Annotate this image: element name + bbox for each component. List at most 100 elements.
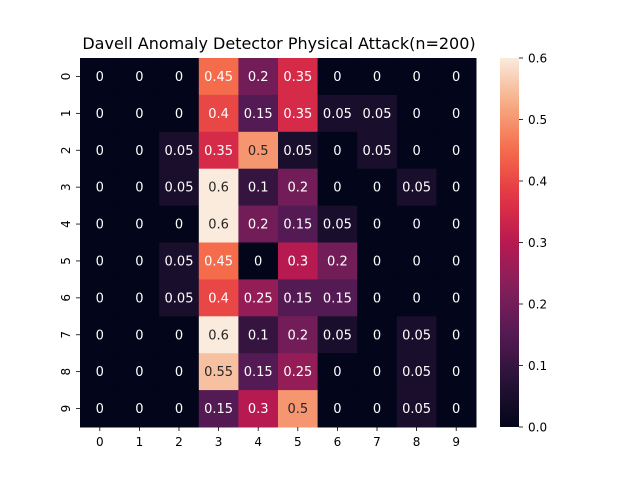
heatmap-cell — [238, 58, 279, 96]
heatmap-cell — [198, 94, 239, 133]
heatmap-cell — [357, 279, 398, 317]
heatmap-cell — [238, 94, 279, 133]
heatmap-cell — [159, 242, 200, 280]
heatmap-cell — [159, 353, 200, 391]
cell-label: 0 — [452, 365, 460, 380]
x-tick-label: 9 — [452, 435, 460, 449]
colorbar-tick-label: 0.6 — [528, 52, 547, 66]
cell-label: 0 — [254, 254, 262, 269]
cell-label: 0 — [412, 291, 420, 306]
heatmap-cell — [159, 168, 200, 207]
cell-label: 0.25 — [244, 291, 273, 306]
cell-label: 0 — [175, 218, 183, 233]
heatmap-cell — [198, 316, 239, 354]
heatmap-cell — [317, 94, 358, 133]
cell-label: 0.45 — [204, 254, 233, 269]
cell-label: 0 — [412, 254, 420, 269]
cell-label: 0.2 — [287, 181, 308, 196]
cell-label: 0 — [412, 107, 420, 122]
cell-label: 0.55 — [204, 365, 233, 380]
cell-label: 0.15 — [244, 107, 273, 122]
cell-label: 0.05 — [402, 181, 431, 196]
cell-label: 0 — [175, 365, 183, 380]
heatmap-cell — [198, 279, 239, 317]
heatmap-cell — [119, 353, 160, 391]
heatmap-cell — [436, 242, 477, 280]
heatmap-cell — [159, 131, 200, 170]
heatmap-cell — [198, 353, 239, 391]
cell-label: 0 — [333, 402, 341, 417]
heatmap-cell — [396, 316, 437, 354]
cell-label: 0.35 — [283, 107, 312, 122]
x-tick-label: 1 — [136, 435, 144, 449]
heatmap-cell — [436, 168, 477, 207]
colorbar: 0.0 0.1 0.2 0.3 0.4 0.5 0.6 — [500, 52, 547, 435]
x-tick-label: 8 — [413, 435, 421, 449]
colorbar-gradient — [500, 58, 519, 427]
colorbar-tick-label: 0.4 — [528, 175, 547, 189]
heatmap-cell — [357, 390, 398, 428]
heatmap-cell — [238, 205, 279, 243]
heatmap-cell — [317, 131, 358, 170]
cell-label: 0.25 — [283, 365, 312, 380]
cell-label: 0 — [96, 70, 104, 85]
y-tick-label: 5 — [59, 257, 73, 265]
x-tick-label: 5 — [294, 435, 302, 449]
heatmap-cell — [317, 279, 358, 317]
cell-label: 0 — [452, 291, 460, 306]
y-axis: 0 1 2 3 4 5 6 7 8 9 — [59, 73, 80, 412]
heatmap-cell — [357, 131, 398, 170]
heatmap-cell — [159, 390, 200, 428]
heatmap-cell — [396, 279, 437, 317]
heatmap-cell — [119, 316, 160, 354]
cell-label: 0.05 — [402, 328, 431, 343]
heatmap-cell — [278, 94, 319, 133]
heatmap-cell — [198, 390, 239, 428]
cell-label: 0.2 — [248, 70, 269, 85]
cell-label: 0 — [96, 107, 104, 122]
cell-label: 0 — [412, 218, 420, 233]
heatmap-cell — [357, 353, 398, 391]
cell-label: 0.05 — [323, 218, 352, 233]
heatmap-cell — [396, 131, 437, 170]
cell-label: 0.15 — [244, 365, 273, 380]
cell-label: 0 — [175, 328, 183, 343]
cell-label: 0 — [333, 365, 341, 380]
cell-label: 0 — [373, 218, 381, 233]
heatmap-cell — [278, 279, 319, 317]
cell-label: 0.3 — [248, 402, 269, 417]
cell-label: 0 — [96, 402, 104, 417]
cell-label: 0 — [373, 402, 381, 417]
cell-label: 0 — [373, 254, 381, 269]
heatmap-cell — [278, 58, 319, 96]
colorbar-tick-label: 0.0 — [528, 421, 547, 435]
heatmap-cell — [159, 58, 200, 96]
cell-label: 0.05 — [363, 144, 392, 159]
heatmap-cell — [238, 279, 279, 317]
cell-label: 0.5 — [248, 144, 269, 159]
heatmap-cell — [317, 58, 358, 96]
heatmap-cell — [357, 168, 398, 207]
cell-label: 0 — [452, 181, 460, 196]
heatmap-cell — [317, 390, 358, 428]
heatmap-cell — [159, 205, 200, 243]
colorbar-tick-label: 0.1 — [528, 359, 547, 373]
heatmap-cell — [436, 279, 477, 317]
cell-label: 0 — [96, 181, 104, 196]
x-tick-label: 6 — [334, 435, 342, 449]
heatmap-cell — [119, 205, 160, 243]
x-tick-label: 0 — [96, 435, 104, 449]
heatmap-cell — [357, 205, 398, 243]
heatmap-cell — [119, 58, 160, 96]
heatmap-cell — [119, 131, 160, 170]
heatmap-cell — [238, 168, 279, 207]
heatmap-cell — [396, 390, 437, 428]
cell-label: 0.45 — [204, 70, 233, 85]
colorbar-tick-label: 0.5 — [528, 113, 547, 127]
cell-label: 0.6 — [208, 328, 229, 343]
x-tick-label: 4 — [254, 435, 262, 449]
heatmap-cell — [436, 94, 477, 133]
y-tick-label: 3 — [59, 183, 73, 191]
heatmap-cell — [436, 58, 477, 96]
